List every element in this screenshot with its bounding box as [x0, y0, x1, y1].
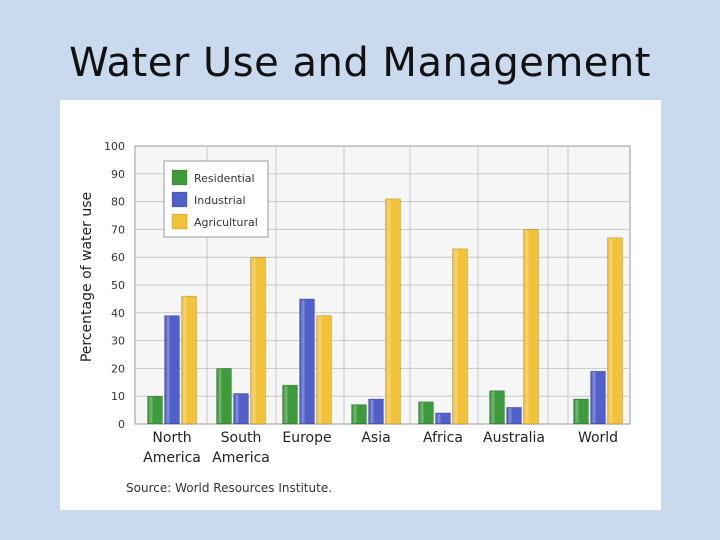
bar-residential: [418, 401, 434, 425]
x-category-label: South: [221, 430, 262, 446]
x-category-label: Europe: [282, 430, 331, 446]
legend-swatch-industrial: [171, 191, 188, 208]
bar-highlight: [218, 369, 222, 423]
bar-agricultural: [316, 315, 332, 425]
y-tick-label: 100: [104, 140, 125, 153]
bar-industrial: [435, 412, 451, 425]
bar-highlight: [318, 316, 322, 423]
x-category-label: America: [212, 450, 270, 466]
bar-highlight: [301, 299, 305, 423]
bar-highlight: [575, 399, 579, 423]
bar-agricultural: [523, 229, 539, 425]
bar-highlight: [420, 402, 424, 423]
y-axis-ticks: 0 10 20 30 40 50 60 70 80 90 100: [104, 140, 125, 431]
chart-legend: Residential Industrial Agricultural: [163, 160, 269, 238]
y-tick-label: 80: [111, 196, 125, 209]
y-tick-label: 0: [118, 418, 125, 431]
bar-agricultural: [452, 248, 468, 425]
bar-residential: [282, 384, 298, 425]
y-tick-label: 40: [111, 307, 125, 320]
bar-agricultural: [181, 295, 197, 425]
bar-agricultural: [385, 198, 401, 425]
legend-label-industrial: Industrial: [194, 194, 246, 207]
y-tick-label: 20: [111, 362, 125, 375]
legend-label-residential: Residential: [194, 172, 255, 185]
x-category-label: Africa: [423, 430, 463, 446]
bar-residential: [573, 398, 589, 425]
bar-highlight: [183, 297, 187, 423]
chart-panel: 0 10 20 30 40 50 60 70 80 90 100 Percentage of wat…: [60, 100, 661, 510]
bar-highlight: [437, 413, 441, 423]
legend-swatch-agricultural: [171, 213, 188, 230]
bar-highlight: [454, 249, 458, 423]
legend-swatch-residential: [171, 169, 188, 186]
y-tick-label: 10: [111, 390, 125, 403]
source-note: Source: World Resources Institute.: [126, 481, 333, 495]
bar-industrial: [164, 315, 180, 425]
x-category-label: North: [152, 430, 191, 446]
bar-industrial: [299, 298, 315, 425]
y-tick-label: 90: [111, 168, 125, 181]
y-tick-label: 30: [111, 335, 125, 348]
x-category-label: America: [143, 450, 201, 466]
x-category-label: Australia: [483, 430, 545, 446]
slide-title: Water Use and Management: [69, 40, 651, 86]
bar-industrial: [368, 398, 384, 425]
y-axis-label: Percentage of water use: [79, 192, 95, 362]
bar-highlight: [235, 394, 239, 423]
legend-label-agricultural: Agricultural: [194, 216, 258, 229]
bar-highlight: [387, 199, 391, 423]
bar-residential: [147, 395, 163, 425]
x-axis-categories: North America South America Europe Asia Africa…: [143, 430, 618, 466]
bar-highlight: [609, 238, 613, 423]
y-tick-label: 60: [111, 251, 125, 264]
bar-agricultural: [607, 237, 623, 425]
y-tick-label: 50: [111, 279, 125, 292]
bar-residential: [216, 368, 232, 425]
bar-highlight: [149, 397, 153, 423]
bar-highlight: [491, 391, 495, 423]
x-category-label: Asia: [361, 430, 390, 446]
x-category-label: World: [578, 430, 618, 446]
bar-highlight: [370, 399, 374, 423]
bar-chart: 0 10 20 30 40 50 60 70 80 90 100 Percentage of wat…: [79, 140, 631, 466]
bar-highlight: [353, 405, 357, 423]
bar-highlight: [592, 372, 596, 423]
bar-highlight: [252, 258, 256, 423]
bar-layer: [147, 198, 623, 425]
bar-industrial: [233, 393, 249, 425]
bar-industrial: [590, 370, 606, 425]
bar-agricultural: [250, 256, 266, 425]
bar-highlight: [166, 316, 170, 423]
bar-industrial: [506, 407, 522, 425]
bar-highlight: [525, 230, 529, 423]
bar-residential: [351, 404, 367, 425]
bar-highlight: [284, 386, 288, 423]
bar-highlight: [508, 408, 512, 423]
y-tick-label: 70: [111, 223, 125, 236]
bar-residential: [489, 390, 505, 425]
